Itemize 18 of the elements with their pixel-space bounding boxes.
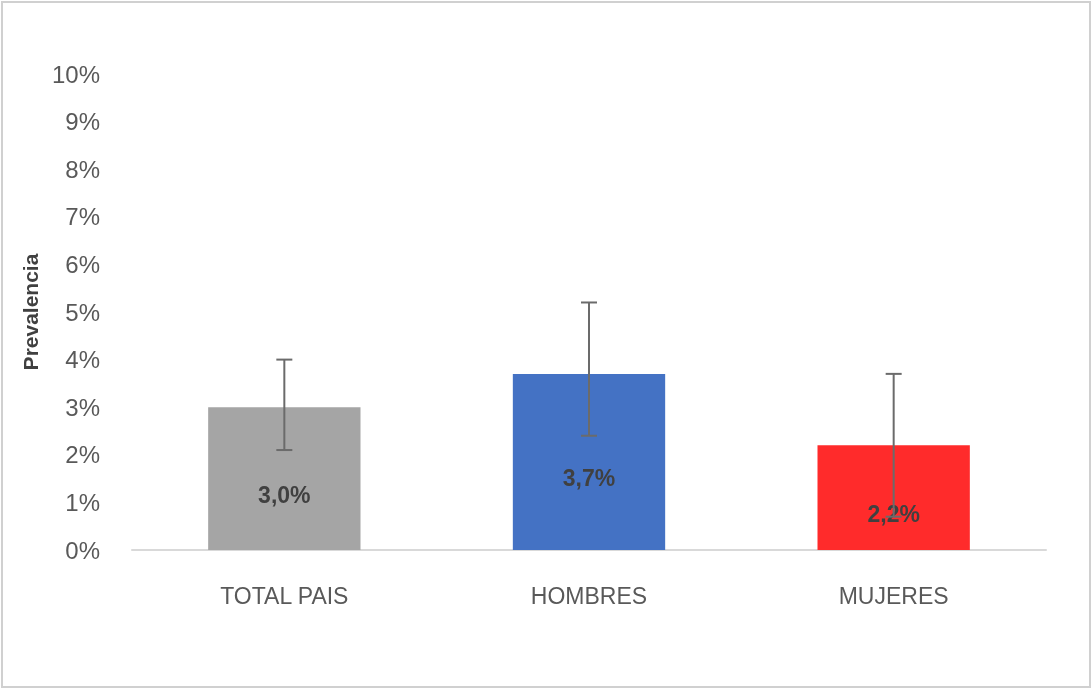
y-tick-label: 2% — [65, 441, 100, 469]
x-tick-label: HOMBRES — [530, 582, 648, 609]
y-tick-label: 8% — [65, 155, 100, 183]
y-tick-label: 0% — [65, 536, 100, 564]
data-label: 3,0% — [258, 481, 311, 508]
y-tick-label: 4% — [65, 346, 100, 374]
y-axis-title: Prevalencia — [19, 253, 43, 371]
x-tick-label: MUJERES — [838, 582, 949, 609]
y-tick-label: 9% — [65, 108, 100, 136]
y-tick-label: 1% — [65, 488, 100, 516]
y-tick-label: 6% — [65, 250, 100, 278]
y-tick-label: 7% — [65, 203, 100, 231]
data-label: 3,7% — [562, 464, 616, 491]
y-tick-label: 10% — [51, 60, 100, 88]
x-tick-label: TOTAL PAIS — [220, 582, 349, 609]
y-tick-label: 3% — [65, 393, 100, 421]
data-label: 2,2% — [867, 500, 920, 527]
y-tick-label: 5% — [65, 298, 100, 326]
